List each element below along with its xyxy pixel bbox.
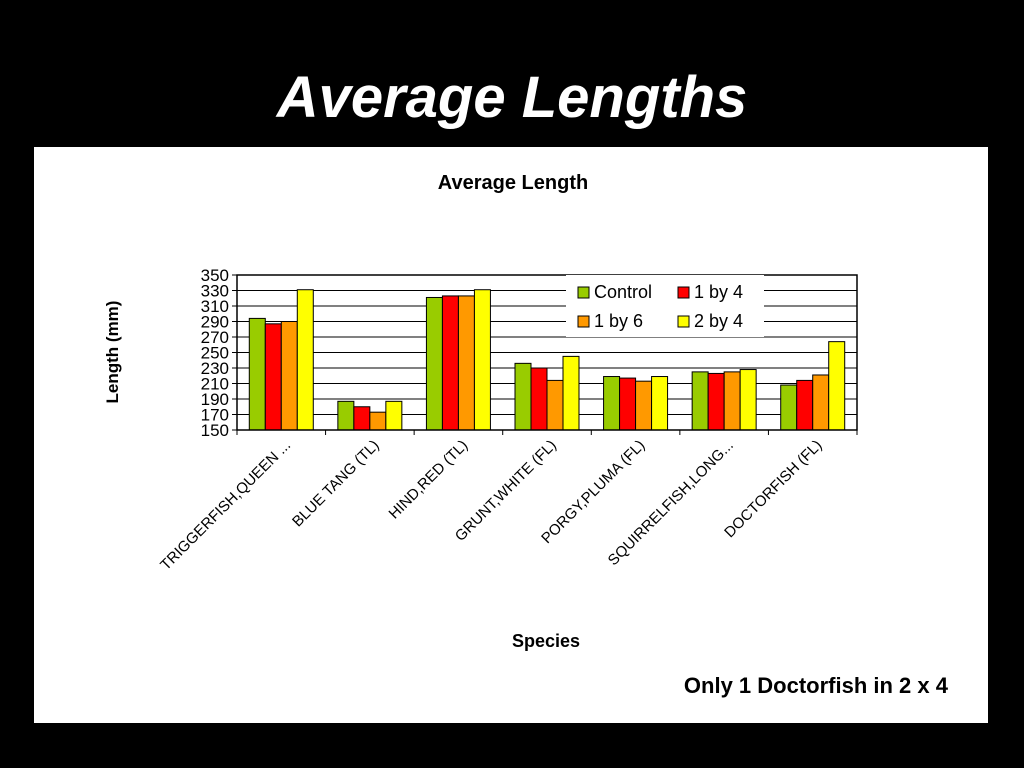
bar-control bbox=[691, 371, 709, 431]
y-axis-label: Length (mm) bbox=[103, 301, 122, 404]
bar-1-by-4 bbox=[530, 367, 548, 431]
bar-control bbox=[780, 384, 798, 431]
y-tick-label: 310 bbox=[201, 297, 229, 316]
y-tick-label: 170 bbox=[201, 406, 229, 425]
legend-swatch bbox=[577, 315, 590, 328]
slide-title: Average Lengths bbox=[276, 65, 748, 130]
x-tick-label: DOCTORFISH (FL) bbox=[721, 437, 825, 541]
y-tick-label: 190 bbox=[201, 390, 229, 409]
legend: Control 1 by 4 1 by 6 2 by 4 bbox=[566, 275, 764, 337]
y-tick-label: 350 bbox=[201, 266, 229, 285]
y-tick-label: 290 bbox=[201, 313, 229, 332]
bars bbox=[248, 289, 846, 431]
legend-swatch bbox=[677, 286, 690, 299]
bar-2-by-4 bbox=[473, 289, 491, 431]
legend-swatch bbox=[577, 286, 590, 299]
bar-1-by-6 bbox=[635, 380, 653, 431]
bar-2-by-4 bbox=[385, 400, 403, 431]
bar-control bbox=[337, 400, 355, 431]
bar-chart: Average Length Length (mm) Species 15017… bbox=[103, 172, 858, 651]
bar-1-by-6 bbox=[546, 379, 564, 431]
bar-control bbox=[425, 296, 443, 431]
bar-2-by-4 bbox=[828, 341, 846, 431]
y-tick-label: 230 bbox=[201, 359, 229, 378]
x-tick-label: BLUE TANG (TL) bbox=[289, 437, 383, 531]
bar-control bbox=[514, 362, 532, 431]
x-tick-labels: TRIGGERFISH,QUEEN ...BLUE TANG (TL) HIND,… bbox=[157, 437, 825, 574]
legend-box bbox=[566, 275, 764, 337]
bar-1-by-6 bbox=[457, 295, 475, 431]
y-tick-label: 210 bbox=[201, 375, 229, 394]
legend-label: 2 by 4 bbox=[694, 311, 743, 331]
y-tick-label: 250 bbox=[201, 344, 229, 363]
x-tick-label: TRIGGERFISH,QUEEN ... bbox=[157, 437, 294, 574]
bar-1-by-4 bbox=[796, 379, 814, 431]
bar-1-by-6 bbox=[280, 321, 298, 431]
x-axis-label: Species bbox=[512, 631, 580, 651]
legend-swatch bbox=[677, 315, 690, 328]
bar-1-by-6 bbox=[812, 374, 830, 431]
bar-2-by-4 bbox=[562, 355, 580, 431]
bar-1-by-4 bbox=[441, 295, 459, 431]
y-tick-label: 330 bbox=[201, 282, 229, 301]
chart-panel: Average Length Length (mm) Species 150 17… bbox=[34, 147, 988, 723]
bar-control bbox=[603, 376, 621, 431]
bar-1-by-6 bbox=[369, 411, 387, 431]
bar-1-by-4 bbox=[264, 323, 282, 431]
axes bbox=[236, 274, 858, 435]
bar-1-by-4 bbox=[619, 377, 637, 431]
legend-label: 1 by 6 bbox=[594, 311, 643, 331]
bar-1-by-6 bbox=[723, 371, 741, 431]
bar-1-by-4 bbox=[353, 406, 371, 431]
bar-control bbox=[248, 317, 266, 431]
bar-2-by-4 bbox=[296, 289, 314, 431]
y-tick-label: 270 bbox=[201, 328, 229, 347]
bar-1-by-4 bbox=[707, 372, 725, 431]
footnote: Only 1 Doctorfish in 2 x 4 bbox=[683, 673, 948, 698]
bar-2-by-4 bbox=[739, 369, 757, 431]
legend-label: Control bbox=[594, 282, 652, 302]
x-tick-label: HIND,RED (TL) bbox=[386, 437, 472, 523]
bar-2-by-4 bbox=[651, 376, 669, 431]
plot-border bbox=[236, 274, 858, 431]
chart-title: Average Length bbox=[438, 172, 588, 194]
legend-label: 1 by 4 bbox=[694, 282, 743, 302]
y-tick-label: 150 bbox=[201, 421, 229, 440]
